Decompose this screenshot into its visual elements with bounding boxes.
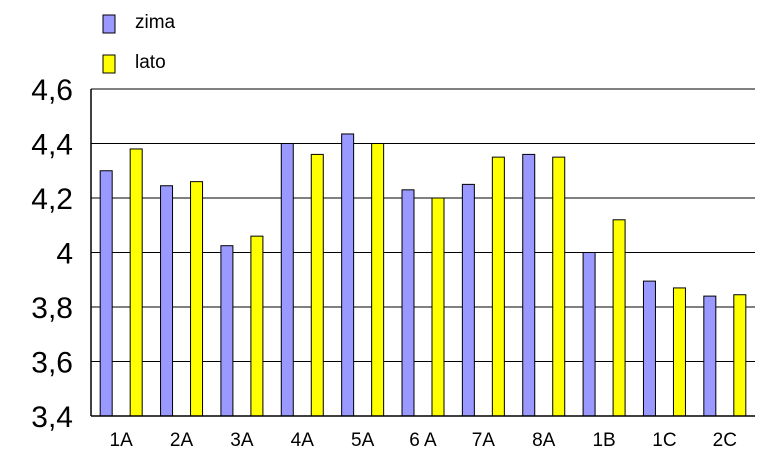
bar-zima-6A [401, 189, 415, 417]
x-category-label: 1A [110, 430, 134, 451]
y-tick-label: 3,4 [31, 401, 73, 434]
bar-zima-1B [582, 252, 596, 417]
legend-label-zima: zima [135, 12, 176, 33]
bar-zima-8A [522, 153, 536, 417]
bar-zima-1C [642, 280, 656, 417]
x-category-label: 6 A [409, 430, 437, 451]
bar-zima-2A [160, 185, 174, 417]
x-category-label: 8A [532, 430, 556, 451]
legend-swatch-lato [102, 54, 116, 74]
y-axis-tick-labels: 3,4 3,6 3,8 4 4,2 4,4 4,6 [31, 74, 73, 434]
x-category-label: 1C [652, 430, 676, 451]
y-tick-label: 4 [56, 238, 73, 271]
legend: zima lato [102, 12, 176, 74]
bar-zima-5A [341, 133, 355, 417]
bar-lato-5A [371, 143, 385, 417]
bar-lato-6A [431, 197, 445, 417]
x-category-label: 2A [170, 430, 194, 451]
bar-lato-3A [250, 235, 264, 417]
y-tick-label: 4,4 [31, 129, 73, 162]
bar-lato-2C [733, 294, 747, 417]
bar-zima-2C [703, 295, 717, 417]
bar-lato-7A [491, 156, 505, 417]
bar-lato-1A [129, 148, 143, 417]
bar-lato-8A [552, 156, 566, 417]
x-category-label: 1B [592, 430, 615, 451]
y-tick-label: 3,8 [31, 292, 73, 325]
x-category-label: 4A [291, 430, 315, 451]
legend-label-lato: lato [135, 52, 166, 73]
bar-zima-3A [220, 245, 234, 417]
y-tick-label: 3,6 [31, 347, 73, 380]
x-category-label: 2C [713, 430, 737, 451]
y-tick-label: 4,6 [31, 74, 73, 107]
bar-zima-1A [99, 170, 113, 417]
bar-lato-1C [672, 287, 686, 417]
bar-lato-4A [310, 153, 324, 417]
y-tick-label: 4,2 [31, 183, 73, 216]
bars [99, 133, 747, 417]
x-category-label: 7A [472, 430, 496, 451]
bar-zima-4A [280, 143, 294, 417]
bar-lato-1B [612, 219, 626, 417]
x-axis-category-labels: 1A 2A 3A 4A 5A 6 A 7A 8A 1B 1C 2C [110, 430, 737, 451]
bar-lato-2A [190, 181, 204, 417]
x-category-label: 3A [230, 430, 254, 451]
legend-swatch-zima [102, 14, 116, 34]
x-category-label: 5A [351, 430, 375, 451]
bar-zima-7A [461, 183, 475, 417]
